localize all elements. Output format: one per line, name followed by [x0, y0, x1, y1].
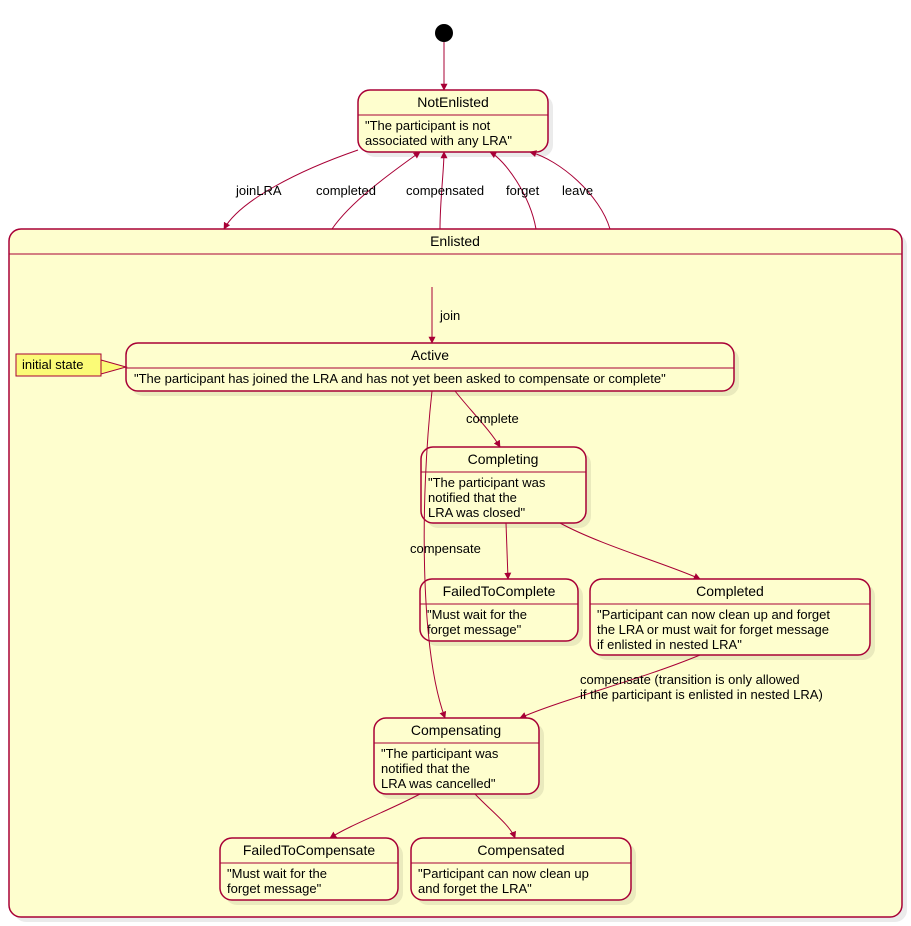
completed-desc-0: "Participant can now clean up and forget [597, 607, 830, 622]
compensating-title: Compensating [411, 722, 501, 738]
completing-desc-0: "The participant was [428, 475, 546, 490]
notenlisted-desc-0: "The participant is not [365, 118, 491, 133]
compensating-desc-0: "The participant was [381, 746, 499, 761]
completed-title: Completed [696, 583, 764, 599]
label-joinlra: joinLRA [235, 183, 282, 198]
completing-title: Completing [468, 451, 539, 467]
ftc2-desc-0: "Must wait for the [227, 866, 327, 881]
label-completed-compensating-2: if the participant is enlisted in nested… [580, 687, 823, 702]
compensating-desc-2: LRA was cancelled" [381, 776, 496, 791]
label-forget: forget [506, 183, 540, 198]
label-compensate: compensate [410, 541, 481, 556]
completing-desc-2: LRA was closed" [428, 505, 525, 520]
compensating-desc-1: notified that the [381, 761, 470, 776]
initial-state-top [435, 24, 453, 42]
ftc-desc-0: "Must wait for the [427, 607, 527, 622]
active-desc-0: "The participant has joined the LRA and … [134, 371, 666, 386]
ftc2-desc-1: forget message" [227, 881, 322, 896]
label-compensated: compensated [406, 183, 484, 198]
completing-desc-1: notified that the [428, 490, 517, 505]
enlisted-title: Enlisted [430, 233, 480, 249]
ftc-desc-1: forget message" [427, 622, 522, 637]
completed-desc-1: the LRA or must wait for forget message [597, 622, 829, 637]
notenlisted-title: NotEnlisted [417, 94, 489, 110]
compensated-desc-0: "Participant can now clean up [418, 866, 589, 881]
note-text: initial state [22, 357, 83, 372]
completed-desc-2: if enlisted in nested LRA" [597, 637, 742, 652]
state-enlisted [9, 229, 902, 917]
state-diagram: Enlisted NotEnlisted "The participant is… [0, 0, 911, 926]
label-completed: completed [316, 183, 376, 198]
label-completed-compensating-1: compensate (transition is only allowed [580, 672, 800, 687]
compensated-desc-1: and forget the LRA" [418, 881, 532, 896]
active-title: Active [411, 347, 449, 363]
label-complete: complete [466, 411, 519, 426]
label-join: join [439, 308, 460, 323]
ftc-title: FailedToComplete [443, 583, 556, 599]
label-leave: leave [562, 183, 593, 198]
notenlisted-desc-1: associated with any LRA" [365, 133, 512, 148]
ftc2-title: FailedToCompensate [243, 842, 376, 858]
compensated-title: Compensated [477, 842, 564, 858]
